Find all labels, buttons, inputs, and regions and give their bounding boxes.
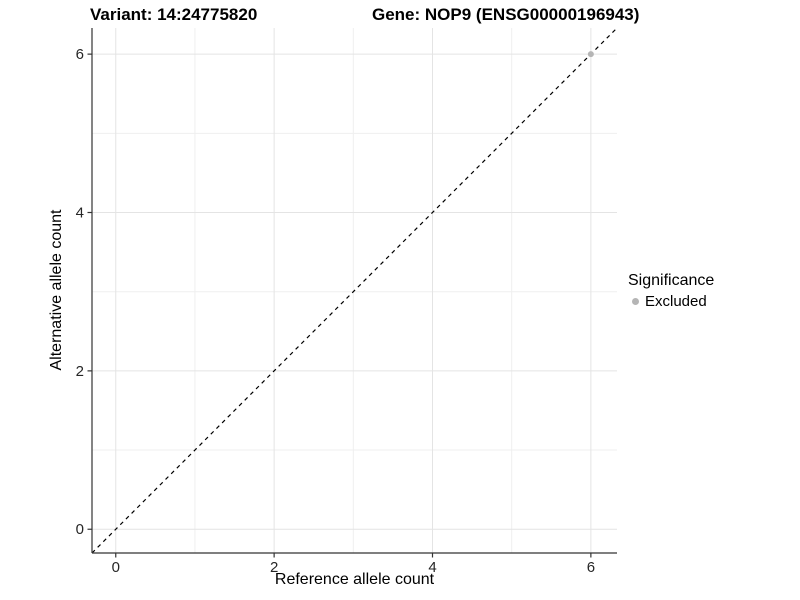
data-point-excluded <box>587 51 594 58</box>
plot-title-gene: Gene: NOP9 (ENSG00000196943) <box>372 5 640 24</box>
y-tick-label: 4 <box>76 205 84 222</box>
x-tick-label: 4 <box>428 559 436 576</box>
legend-title: Significance <box>628 272 715 289</box>
x-tick-label: 2 <box>270 559 278 576</box>
x-tick-label: 6 <box>587 559 595 576</box>
y-axis-label: Alternative allele count <box>48 209 65 371</box>
y-tick-label: 6 <box>76 46 84 63</box>
legend-item-excluded: Excluded <box>628 293 714 310</box>
excluded-point-icon <box>632 298 639 305</box>
plot-title-variant: Variant: 14:24775820 <box>90 5 258 24</box>
legend-item-label: Excluded <box>645 293 707 310</box>
x-axis-label: Reference allele count <box>274 571 435 588</box>
legend: Significance Excluded <box>628 272 714 310</box>
y-tick-label: 0 <box>76 521 84 538</box>
identity-dashed-line <box>91 27 618 554</box>
x-tick-label: 0 <box>112 559 120 576</box>
y-tick-label: 2 <box>76 363 84 380</box>
